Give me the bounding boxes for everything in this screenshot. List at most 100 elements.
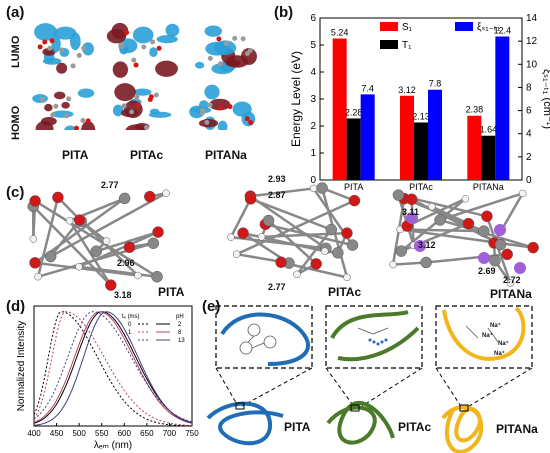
orbital-lobe [156,35,178,44]
atom [478,225,490,237]
atom [321,247,329,255]
x-tick-label: 650 [140,429,154,438]
bar [467,115,482,180]
atom [29,235,38,243]
x-axis-label: λₑₘ (nm) [94,440,132,451]
orbital-lobe [69,32,81,51]
atom [144,190,156,203]
y-tick-label: 3 [310,94,316,105]
x-tick-label: 500 [72,429,86,438]
atom [262,214,275,227]
atom [392,189,405,201]
legend-ph: 8 [178,330,182,336]
atom [150,39,156,45]
x-tick-label: PITAc [409,182,433,192]
bond [321,186,355,202]
panel-a-label: (a) [6,4,25,21]
atom [316,182,328,194]
bond [242,231,326,253]
legend-tc: 0 [128,322,132,328]
orbital-lobe [204,25,223,37]
panel-a-name-pitac: PITAc [130,148,164,162]
orbital-images [32,22,257,130]
y-tick-label: 6 [310,13,316,24]
ion-label: Na⁺ [482,333,493,339]
atom [348,194,361,207]
atom [275,256,287,268]
atom [207,55,213,61]
y2-tick-label: 6 [526,106,532,117]
atom [152,226,164,238]
bond [229,198,252,238]
orbital-lobe [114,83,136,102]
legend-ph: 13 [178,338,185,344]
orbital-lobe [61,101,70,109]
distance-label: 3.12 [418,240,436,250]
atom [309,184,318,193]
panel-b: (b) 0 1 2 3 4 5 6 0 2 4 6 8 10 12 14 Energy Level (eV) ξ… [270,0,550,195]
bar-data-label: 2.13 [412,111,430,121]
orbital-lobe [148,111,172,118]
atom [102,237,111,245]
bar [400,95,414,180]
atom [63,113,69,119]
atom [162,189,170,197]
y2-tick-label: 10 [526,59,538,70]
panel-c: (c) 2.77 2.96 3.18 2.93 2.87 2.77 3.11 3… [0,174,550,305]
bond [34,261,139,277]
atom [237,227,249,239]
x-tick-label: 750 [185,429,199,438]
atom [462,217,475,230]
orbital-lobe [155,60,178,77]
bar-data-label: 3.12 [398,85,416,95]
orbital-lobe [165,23,180,37]
y2-tick-label: 4 [526,129,532,140]
orbital-lobe [125,124,147,130]
atom [217,105,223,111]
legend-header-ph: pH [176,314,184,320]
bond [230,235,327,250]
panel-a-name-pitana: PITANa [205,148,247,162]
atom [73,125,79,130]
panel-d: (d) 400 450 500 550 600 650 700 750 λₑₘ (nm) Norm… [0,298,200,453]
orbital-lobe [112,104,124,117]
atom [405,193,418,206]
distance-label: 2.77 [101,180,119,190]
atom [310,258,322,270]
bar-data-label: 1.64 [480,125,498,135]
atom [151,270,163,283]
atom [29,257,41,269]
panel-e-label: (e) [202,298,221,315]
ion-label: Na⁺ [494,351,505,357]
atom [49,38,55,44]
bar [428,89,442,180]
atom [29,195,41,207]
atom [527,241,539,254]
ion-label: Na⁺ [490,323,501,329]
atom [134,94,140,100]
x-tick-label: 700 [163,429,177,438]
legend-header-tc: tₑ (ms) [122,314,140,320]
atom [50,112,56,118]
orbital-lobe [54,91,66,100]
atom [232,250,241,258]
atom [240,36,246,42]
bond [78,265,158,278]
atom [118,192,131,205]
atom [199,110,205,116]
sodium-atom [478,252,490,264]
atom [52,191,64,204]
atom [75,263,83,271]
orbital-lobe [82,42,94,56]
atom [332,247,344,259]
atom [34,272,42,281]
atom [248,119,254,125]
bar [414,122,428,180]
y-axis-label: Normalized Intensity [16,321,27,412]
legend-ph: 2 [178,322,182,328]
sodium-atom [514,262,526,274]
hbond-structures [27,182,539,291]
y-tick-label: 5 [310,40,316,51]
orbital-lobe [204,84,220,100]
atom [39,96,45,102]
